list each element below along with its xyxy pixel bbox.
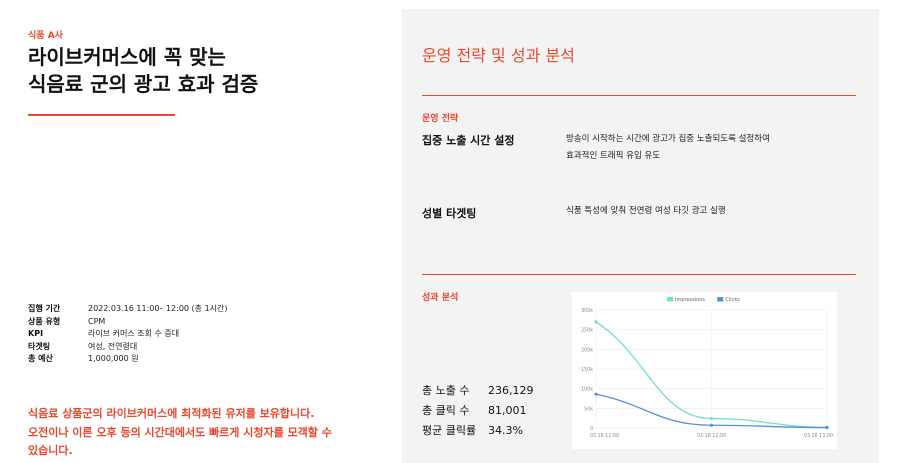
page-title-line-1: 라이브커머스에 꼭 맞는 xyxy=(28,45,226,69)
performance-chart-svg: 0 50k 100k 150k 200k 250k 300k 03.16 11:00 03.16… xyxy=(581,297,833,439)
meta-value: 라이브 커머스 조회 수 증대 xyxy=(88,329,180,338)
meta-value: 1,000,000 원 xyxy=(88,354,139,363)
meta-key: 상품 유형 xyxy=(28,316,61,326)
y-tick-label: 200k xyxy=(581,347,593,353)
title-divider xyxy=(28,114,175,116)
meta-value: CPM xyxy=(88,316,106,326)
meta-key: 타겟팅 xyxy=(28,341,51,351)
meta-value: 여성, 전연령대 xyxy=(88,341,138,351)
meta-row-product-type: 상품 유형 CPM xyxy=(28,316,228,329)
highlight-note: 식음료 상품군의 라이브커머스에 최적화된 유저를 보유합니다. 오전이나 이른… xyxy=(28,405,393,461)
strategy-desc-line: 식품 특성에 맞춰 전연령 여성 타깃 광고 실행 xyxy=(566,206,726,216)
page-title: 라이브커머스에 꼭 맞는 식음료 군의 광고 효과 검증 xyxy=(28,44,388,98)
data-point-clicks xyxy=(594,392,598,396)
data-point-clicks xyxy=(825,426,829,430)
left-panel: 식품 A사 라이브커머스에 꼭 맞는 식음료 군의 광고 효과 검증 집행 기간… xyxy=(0,0,400,463)
stat-value: 81,001 xyxy=(488,404,527,417)
meta-row-budget: 총 예산 1,000,000 원 xyxy=(28,353,228,366)
strategy-desc-2: 식품 특성에 맞춰 전연령 여성 타깃 광고 실행 xyxy=(566,203,846,220)
strategy-label: 운영 전략 xyxy=(422,114,459,124)
data-point-impressions xyxy=(709,416,714,421)
stat-label: 평균 클릭률 xyxy=(422,424,477,437)
stat-row-clicks: 총 클릭 수 81,001 xyxy=(422,401,534,421)
campaign-meta: 집행 기간 2022.03.16 11:00– 12:00 (총 1시간) 상품… xyxy=(28,303,228,366)
note-line-1: 식음료 상품군의 라이브커머스에 최적화된 유저를 보유합니다. xyxy=(28,407,315,420)
note-line-3: 있습니다. xyxy=(28,444,73,457)
stat-row-impressions: 총 노출 수 236,129 xyxy=(422,381,534,401)
meta-key: KPI xyxy=(28,329,44,338)
note-line-2: 오전이나 이른 오후 등의 시간대에서도 빠르게 시청자를 모객할 수 xyxy=(28,425,332,439)
legend-swatch-clicks xyxy=(717,297,724,302)
y-tick-label: 50k xyxy=(584,406,593,412)
y-tick-label: 150k xyxy=(581,367,593,373)
x-tick-label: 03.16 11:00 xyxy=(590,433,619,439)
analysis-divider-mid xyxy=(422,274,856,275)
result-stats: 총 노출 수 236,129 총 클릭 수 81,001 평균 클릭률 34.3… xyxy=(422,381,534,441)
meta-value: 2022.03.16 11:00– 12:00 (총 1시간) xyxy=(88,304,228,313)
performance-chart: 0 50k 100k 150k 200k 250k 300k 03.16 11:00 03.16… xyxy=(572,292,837,449)
legend-label-clicks: Clicks xyxy=(725,297,740,303)
y-tick-label: 0 xyxy=(590,426,593,432)
meta-row-kpi: KPI 라이브 커머스 조회 수 증대 xyxy=(28,328,228,341)
y-tick-label: 100k xyxy=(581,387,593,393)
page-title-line-2: 식음료 군의 광고 효과 검증 xyxy=(28,72,259,96)
company-tag: 식품 A사 xyxy=(28,31,63,41)
analysis-divider-top xyxy=(422,95,856,96)
meta-row-targeting: 타겟팅 여성, 전연령대 xyxy=(28,341,228,354)
y-tick-label: 250k xyxy=(581,328,593,334)
strategy-desc-line: 효과적인 트래픽 유입 유도 xyxy=(566,151,661,161)
strategy-name-2: 성별 타겟팅 xyxy=(422,207,477,220)
data-point-impressions xyxy=(594,320,598,324)
series-line-impressions xyxy=(595,321,828,428)
result-label: 성과 분석 xyxy=(422,293,459,303)
analysis-panel: 운영 전략 및 성과 분석 운영 전략 집중 노출 시간 설정 방송이 시작하는… xyxy=(402,9,879,463)
stat-row-ctr: 평균 클릭률 34.3% xyxy=(422,421,534,441)
stat-label: 총 노출 수 xyxy=(422,384,470,397)
x-tick-label: 03.16 13:00 xyxy=(804,433,833,439)
x-tick-label: 03.16 12:00 xyxy=(697,433,726,439)
strategy-desc-line: 방송이 시작하는 시간에 광고가 집중 노출되도록 설정하여 xyxy=(566,134,770,144)
data-point-clicks xyxy=(709,423,714,427)
strategy-name-1: 집중 노출 시간 설정 xyxy=(422,134,515,147)
analysis-title: 운영 전략 및 성과 분석 xyxy=(422,46,575,65)
stat-value: 236,129 xyxy=(488,384,534,397)
stat-value: 34.3% xyxy=(488,424,523,437)
legend-label-impressions: Impressions xyxy=(675,297,705,303)
meta-key: 집행 기간 xyxy=(28,304,61,313)
meta-key: 총 예산 xyxy=(28,354,53,363)
meta-row-period: 집행 기간 2022.03.16 11:00– 12:00 (총 1시간) xyxy=(28,303,228,316)
stat-label: 총 클릭 수 xyxy=(422,404,470,417)
legend-swatch-impressions xyxy=(667,297,673,302)
strategy-desc-1: 방송이 시작하는 시간에 광고가 집중 노출되도록 설정하여 효과적인 트래픽 … xyxy=(566,131,846,165)
y-tick-label: 300k xyxy=(581,308,593,314)
